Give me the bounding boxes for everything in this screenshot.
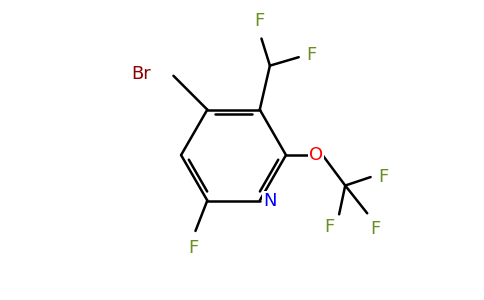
Text: F: F bbox=[371, 220, 381, 238]
Text: F: F bbox=[378, 168, 388, 186]
Text: N: N bbox=[263, 191, 277, 209]
Text: F: F bbox=[324, 218, 334, 236]
Text: F: F bbox=[255, 12, 265, 30]
Text: Br: Br bbox=[132, 65, 151, 83]
Text: O: O bbox=[309, 146, 323, 164]
Text: F: F bbox=[189, 239, 199, 257]
Text: F: F bbox=[306, 46, 317, 64]
